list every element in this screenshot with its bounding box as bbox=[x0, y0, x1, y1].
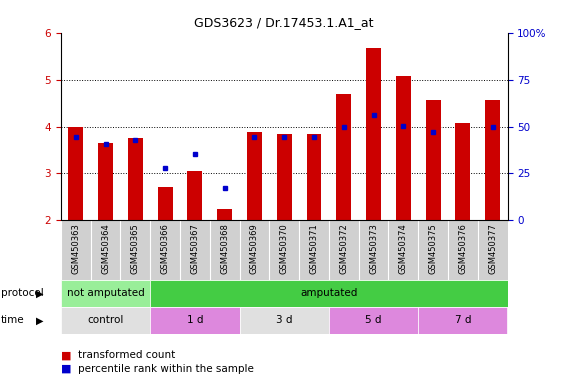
Text: 7 d: 7 d bbox=[455, 316, 471, 326]
Bar bbox=[158, 187, 173, 220]
Text: GSM450375: GSM450375 bbox=[429, 223, 437, 274]
Bar bbox=[150, 307, 240, 334]
Text: GSM450372: GSM450372 bbox=[339, 223, 348, 274]
Text: GSM450368: GSM450368 bbox=[220, 223, 229, 274]
Text: protocol: protocol bbox=[1, 288, 43, 298]
Bar bbox=[68, 127, 84, 220]
Bar bbox=[61, 280, 150, 307]
Bar bbox=[150, 280, 508, 307]
Bar bbox=[240, 307, 329, 334]
Bar bbox=[418, 307, 508, 334]
Text: 1 d: 1 d bbox=[187, 316, 203, 326]
Bar bbox=[366, 48, 381, 220]
Bar bbox=[426, 100, 441, 220]
Text: GSM450371: GSM450371 bbox=[310, 223, 318, 274]
Text: not amputated: not amputated bbox=[67, 288, 144, 298]
Text: ▶: ▶ bbox=[36, 288, 43, 298]
Text: 3 d: 3 d bbox=[276, 316, 292, 326]
Text: ■: ■ bbox=[61, 350, 71, 360]
Text: GSM450377: GSM450377 bbox=[488, 223, 497, 274]
Text: GSM450364: GSM450364 bbox=[101, 223, 110, 274]
Text: amputated: amputated bbox=[300, 288, 357, 298]
Text: GSM450370: GSM450370 bbox=[280, 223, 289, 274]
Bar bbox=[329, 307, 418, 334]
Bar bbox=[306, 134, 321, 220]
Text: GSM450365: GSM450365 bbox=[131, 223, 140, 274]
Text: 5 d: 5 d bbox=[365, 316, 382, 326]
Text: GDS3623 / Dr.17453.1.A1_at: GDS3623 / Dr.17453.1.A1_at bbox=[194, 16, 374, 29]
Text: GSM450367: GSM450367 bbox=[190, 223, 200, 274]
Text: GSM450376: GSM450376 bbox=[458, 223, 467, 274]
Bar bbox=[217, 209, 232, 220]
Text: GSM450366: GSM450366 bbox=[161, 223, 169, 274]
Bar bbox=[61, 307, 150, 334]
Bar bbox=[187, 171, 202, 220]
Bar bbox=[128, 138, 143, 220]
Text: GSM450363: GSM450363 bbox=[71, 223, 80, 274]
Bar bbox=[247, 132, 262, 220]
Text: GSM450369: GSM450369 bbox=[250, 223, 259, 274]
Text: ■: ■ bbox=[61, 364, 71, 374]
Text: ▶: ▶ bbox=[36, 316, 43, 326]
Text: transformed count: transformed count bbox=[78, 350, 176, 360]
Bar bbox=[485, 100, 500, 220]
Text: control: control bbox=[88, 316, 124, 326]
Bar bbox=[277, 134, 292, 220]
Bar bbox=[396, 76, 411, 220]
Bar bbox=[98, 143, 113, 220]
Text: percentile rank within the sample: percentile rank within the sample bbox=[78, 364, 254, 374]
Text: GSM450374: GSM450374 bbox=[399, 223, 408, 274]
Bar bbox=[455, 123, 470, 220]
Text: GSM450373: GSM450373 bbox=[369, 223, 378, 274]
Bar bbox=[336, 94, 351, 220]
Text: time: time bbox=[1, 316, 24, 326]
